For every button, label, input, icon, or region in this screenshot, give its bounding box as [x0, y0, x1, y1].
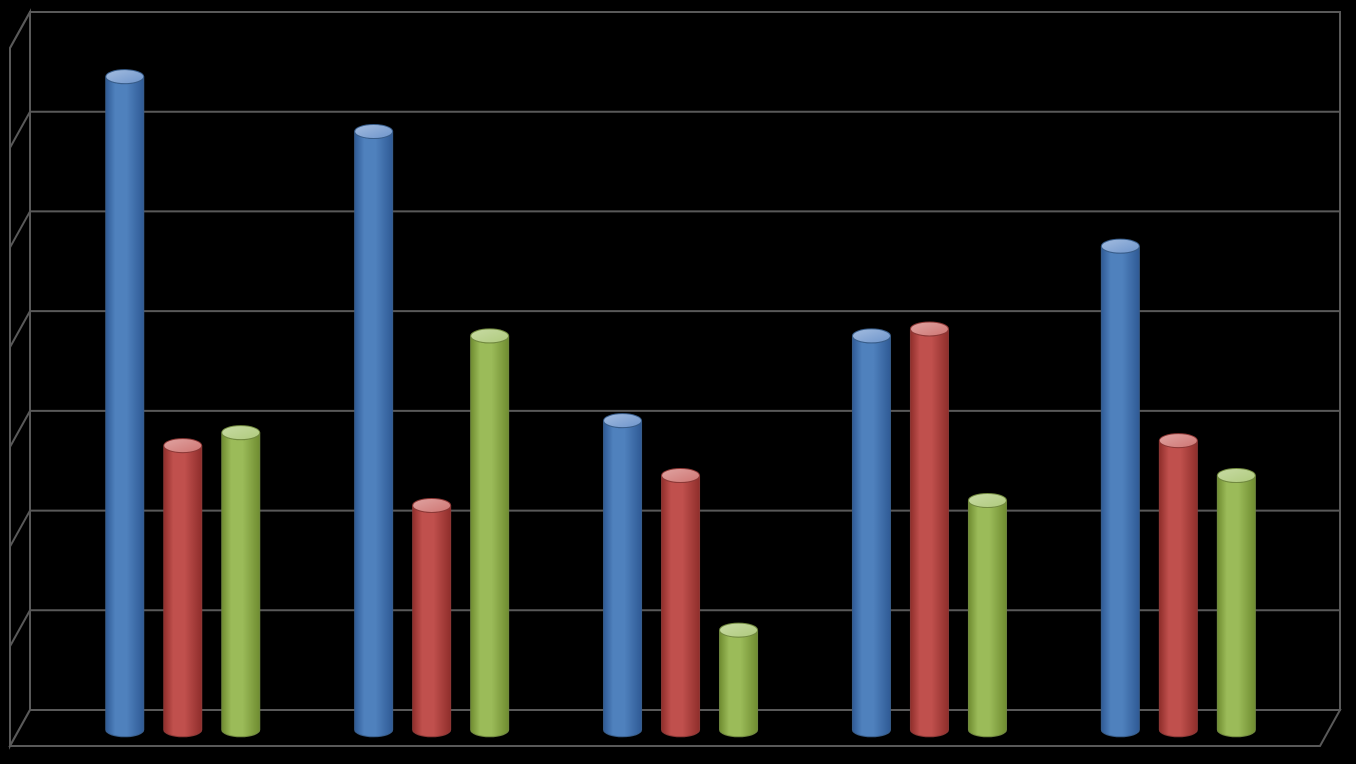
bar [1159, 434, 1197, 737]
grouped-3d-cylinder-bar-chart [0, 0, 1356, 764]
bar [720, 623, 758, 737]
bar [1217, 469, 1255, 737]
bar [106, 70, 144, 737]
bar [852, 329, 890, 737]
bar [222, 426, 260, 737]
bar [968, 493, 1006, 736]
bar [413, 498, 451, 736]
bar [355, 125, 393, 737]
bar [471, 329, 509, 737]
bar [604, 414, 642, 737]
bar [164, 439, 202, 737]
bar [1101, 239, 1139, 737]
bar [910, 322, 948, 737]
bar [662, 469, 700, 737]
